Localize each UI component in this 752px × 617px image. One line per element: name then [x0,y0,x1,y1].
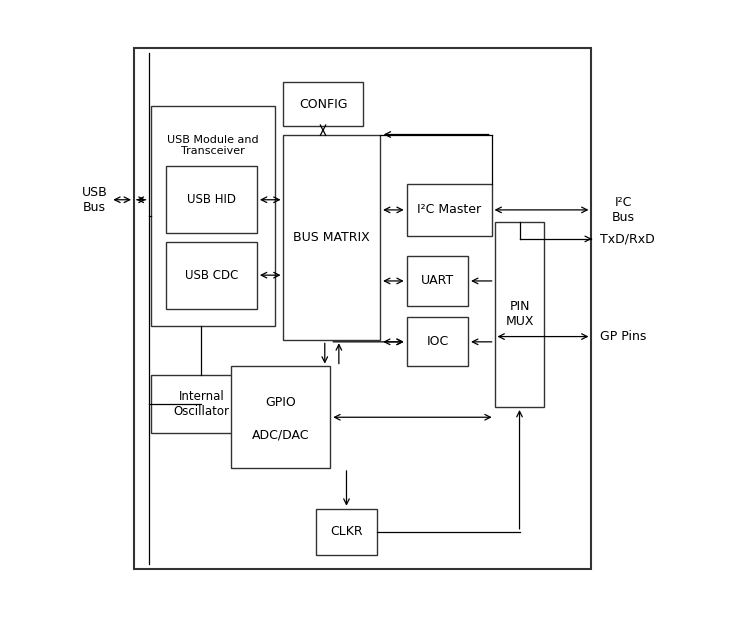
Bar [316,508,378,555]
Text: GP Pins: GP Pins [600,330,647,343]
Text: UART: UART [421,275,454,288]
Bar [407,317,468,366]
Bar [134,48,591,569]
Bar [151,375,251,433]
Bar [166,167,257,233]
Text: USB CDC: USB CDC [185,268,238,281]
Text: GPIO: GPIO [265,396,296,409]
Text: IOC: IOC [426,336,448,349]
Bar [151,106,274,326]
Bar [166,242,257,308]
Bar [495,222,544,407]
Text: CLKR: CLKR [330,525,362,538]
Bar [407,256,468,305]
Text: BUS MATRIX: BUS MATRIX [293,231,370,244]
Bar [284,82,362,126]
Text: Internal
Oscillator: Internal Oscillator [173,390,229,418]
Text: USB
Bus: USB Bus [82,186,108,213]
Bar [284,135,381,341]
Bar [407,184,492,236]
Text: ADC/DAC: ADC/DAC [252,428,309,441]
Text: USB HID: USB HID [187,193,236,206]
Text: I²C
Bus: I²C Bus [612,196,635,224]
Text: I²C Master: I²C Master [417,204,481,217]
Text: CONFIG: CONFIG [299,97,347,110]
Text: TxD/RxD: TxD/RxD [600,233,655,246]
Bar [231,366,330,468]
Text: USB Module and
Transceiver: USB Module and Transceiver [167,135,259,156]
Text: PIN
MUX: PIN MUX [505,300,534,328]
